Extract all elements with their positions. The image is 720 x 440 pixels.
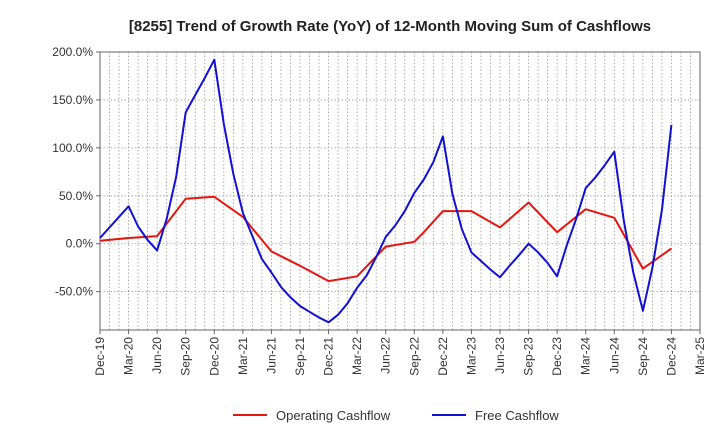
series-lines xyxy=(99,58,673,324)
y-tick-label: -50.0% xyxy=(55,285,93,299)
x-tick-label: Sep-23 xyxy=(522,337,536,376)
x-tick-label: Mar-25 xyxy=(693,337,707,375)
y-tick-label: 50.0% xyxy=(59,189,93,203)
x-tick-label: Sep-20 xyxy=(179,337,193,376)
x-tick-label: Dec-23 xyxy=(550,337,564,376)
chart-legend: Operating Cashflow Free Cashflow xyxy=(233,408,559,423)
series-line-free-cashflow xyxy=(99,58,673,324)
y-tick-label: 100.0% xyxy=(52,141,93,155)
x-tick-label: Sep-22 xyxy=(407,337,421,376)
y-tick-label: 0.0% xyxy=(66,237,94,251)
x-tick-label: Dec-19 xyxy=(93,337,107,376)
x-tick-label: Jun-20 xyxy=(150,337,164,374)
x-tick-label: Mar-23 xyxy=(464,337,478,375)
legend-label-operating-cashflow: Operating Cashflow xyxy=(276,408,391,423)
y-tick-label: 150.0% xyxy=(52,93,93,107)
y-tick-label: 200.0% xyxy=(52,45,93,59)
x-tick-label: Sep-24 xyxy=(636,337,650,376)
x-tick-label: Mar-20 xyxy=(122,337,136,375)
x-tick-label: Jun-21 xyxy=(264,337,278,374)
x-tick-label: Mar-22 xyxy=(350,337,364,375)
x-tick-label: Jun-22 xyxy=(379,337,393,374)
x-tick-label: Dec-24 xyxy=(664,337,678,376)
x-tick-label: Mar-21 xyxy=(236,337,250,375)
legend-label-free-cashflow: Free Cashflow xyxy=(475,408,559,423)
x-tick-label: Dec-21 xyxy=(322,337,336,376)
chart-title: [8255] Trend of Growth Rate (YoY) of 12-… xyxy=(129,18,651,35)
x-tick-label: Jun-23 xyxy=(493,337,507,374)
x-tick-label: Dec-22 xyxy=(436,337,450,376)
grid-lines xyxy=(100,51,700,330)
plot-area-frame xyxy=(99,51,701,331)
y-axis-ticks: 200.0% 150.0% 100.0% 50.0% 0.0% -50.0% xyxy=(52,45,100,299)
series-line-operating-cashflow xyxy=(99,195,672,283)
x-tick-label: Dec-20 xyxy=(207,337,221,376)
x-axis-ticks: Dec-19 Mar-20 Jun-20 Sep-20 Dec-20 Mar-21 Jun-… xyxy=(93,330,707,376)
x-tick-label: Sep-21 xyxy=(293,337,307,376)
x-tick-label: Jun-24 xyxy=(607,337,621,374)
x-tick-label: Mar-24 xyxy=(579,337,593,375)
